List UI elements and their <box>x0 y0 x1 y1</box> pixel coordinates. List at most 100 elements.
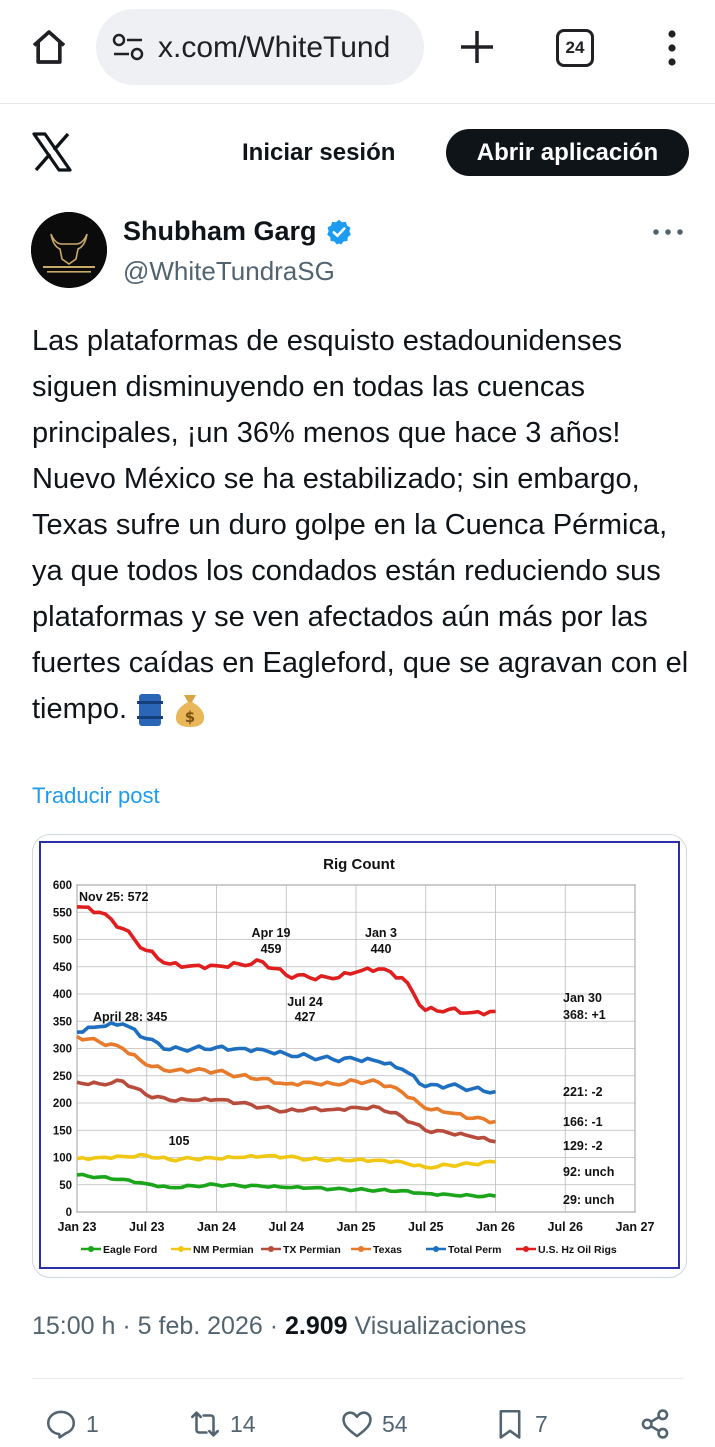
y-tick-label: 450 <box>53 962 72 974</box>
legend-swatch-dot <box>268 1246 274 1252</box>
x-tick-label: Jul 23 <box>129 1220 164 1234</box>
home-button[interactable] <box>24 22 74 72</box>
chart-annotation: 166: -1 <box>563 1115 603 1129</box>
divider <box>32 1378 683 1379</box>
new-tab-icon[interactable] <box>455 25 499 69</box>
y-tick-label: 250 <box>53 1071 72 1083</box>
address-bar[interactable]: x.com/WhiteTund <box>96 9 424 85</box>
bookmark-icon <box>499 1409 521 1439</box>
chart-annotation: 29: unch <box>563 1193 614 1207</box>
chart-annotation: April 28: 345 <box>93 1010 167 1024</box>
legend-label: NM Permian <box>193 1244 254 1256</box>
open-app-button[interactable]: Abrir aplicación <box>446 129 689 176</box>
like-button[interactable]: 54 <box>340 1404 408 1444</box>
author-name[interactable]: Shubham Garg <box>123 216 353 247</box>
legend-label: U.S. Hz Oil Rigs <box>538 1244 617 1256</box>
reply-button[interactable]: 1 <box>44 1404 99 1444</box>
legend-swatch-dot <box>433 1246 439 1252</box>
y-tick-label: 550 <box>53 907 72 919</box>
views-label: Visualizaciones <box>354 1312 527 1340</box>
chart-annotation: 92: unch <box>563 1165 614 1179</box>
chart-frame: Rig Count 0 50 100 150 200 250 300 350 400 450 500 5… <box>39 841 680 1269</box>
chart-annotation: Jan 3 <box>365 926 397 940</box>
legend-label: TX Permian <box>283 1244 341 1256</box>
y-tick-label: 500 <box>53 935 72 947</box>
bookmark-count: 7 <box>535 1410 548 1437</box>
repost-icon <box>190 1411 220 1437</box>
x-tick-label: Jan 27 <box>616 1220 655 1234</box>
site-settings-icon[interactable] <box>112 33 144 61</box>
y-tick-label: 150 <box>53 1125 72 1137</box>
tweet-date[interactable]: 5 feb. 2026 <box>137 1312 263 1340</box>
more-vert-icon[interactable] <box>660 26 684 70</box>
x-tick-label: Jan 23 <box>58 1220 97 1234</box>
tweet-text: Las plataformas de esquisto estadouniden… <box>32 318 697 732</box>
chart-annotation: 459 <box>261 942 282 956</box>
series-line <box>76 1152 496 1170</box>
y-tick-label: 350 <box>53 1016 72 1028</box>
chart-annotation: Jan 30 <box>563 991 602 1005</box>
reply-count: 1 <box>86 1410 99 1437</box>
legend-label: Total Perm <box>448 1244 501 1256</box>
author-handle[interactable]: @WhiteTundraSG <box>123 256 335 286</box>
reply-icon <box>46 1410 76 1439</box>
chart-annotation: Apr 19 <box>252 926 291 940</box>
more-options-icon[interactable] <box>650 218 686 246</box>
x-tick-label: Jul 25 <box>408 1220 443 1234</box>
avatar[interactable] <box>31 212 107 288</box>
series-line <box>76 1078 496 1144</box>
tab-switcher-button[interactable]: 24 <box>556 29 594 67</box>
meta-sep: · <box>122 1312 138 1340</box>
media-image[interactable]: Rig Count 0 50 100 150 200 250 300 350 400 450 500 5… <box>32 834 687 1278</box>
share-icon <box>641 1409 669 1439</box>
oil-barrel-icon <box>137 694 164 727</box>
share-button[interactable] <box>638 1404 672 1444</box>
series-line <box>76 1172 496 1199</box>
y-tick-label: 300 <box>53 1044 72 1056</box>
home-icon <box>32 30 66 64</box>
verified-badge-icon <box>326 219 351 244</box>
svg-text:$: $ <box>185 708 195 726</box>
x-tick-label: Jul 24 <box>269 1220 304 1234</box>
bookmark-button[interactable]: 7 <box>493 1404 548 1444</box>
series-line <box>76 905 496 1017</box>
translate-post-link[interactable]: Traducir post <box>32 783 160 808</box>
legend-swatch-dot <box>178 1246 184 1252</box>
series-line <box>77 1021 496 1095</box>
tweet-body: Las plataformas de esquisto estadouniden… <box>32 325 689 725</box>
x-tick-label: Jan 26 <box>476 1220 515 1234</box>
login-button[interactable]: Iniciar sesión <box>230 134 407 172</box>
y-tick-label: 600 <box>53 880 72 892</box>
author-name-text[interactable]: Shubham Garg <box>123 216 317 246</box>
x-tick-label: Jan 25 <box>337 1220 376 1234</box>
y-tick-label: 0 <box>66 1207 72 1219</box>
chart-annotation: Nov 25: 572 <box>79 890 149 904</box>
chart-annotation: 427 <box>295 1010 316 1024</box>
series-line <box>76 1034 496 1125</box>
y-tick-label: 200 <box>53 1098 72 1110</box>
y-tick-label: 50 <box>59 1180 72 1192</box>
views-count: 2.909 <box>285 1312 348 1340</box>
chart-annotation: 368: +1 <box>563 1008 606 1022</box>
x-tick-label: Jan 24 <box>197 1220 236 1234</box>
legend-label: Eagle Ford <box>103 1244 157 1256</box>
chart-title: Rig Count <box>323 856 395 873</box>
legend-label: Texas <box>373 1244 402 1256</box>
legend-swatch-dot <box>88 1246 94 1252</box>
chart-annotation: 129: -2 <box>563 1139 603 1153</box>
x-logo-icon[interactable] <box>30 130 74 174</box>
like-count: 54 <box>382 1410 408 1437</box>
legend-swatch-dot <box>523 1246 529 1252</box>
repost-count: 14 <box>230 1410 256 1437</box>
x-tick-label: Jul 26 <box>548 1220 583 1234</box>
meta-sep: · <box>269 1312 286 1340</box>
url-text[interactable]: x.com/WhiteTund <box>158 31 391 64</box>
tweet-time[interactable]: 15:00 h <box>32 1312 116 1340</box>
chart-annotation: 221: -2 <box>563 1085 603 1099</box>
repost-button[interactable]: 14 <box>188 1404 256 1444</box>
y-tick-label: 400 <box>53 989 72 1001</box>
bull-logo-icon <box>31 212 107 288</box>
tweet-meta: 15:00 h · 5 feb. 2026 · 2.909 Visualizac… <box>32 1312 526 1341</box>
legend-swatch-dot <box>358 1246 364 1252</box>
money-bag-icon: $ <box>176 695 205 728</box>
